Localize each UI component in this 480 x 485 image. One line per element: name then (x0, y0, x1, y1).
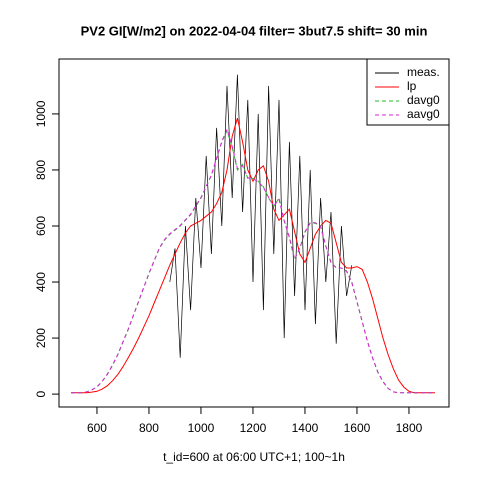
series-line (71, 117, 435, 394)
x-tick-label: 1000 (188, 421, 215, 435)
y-tick-label: 0 (34, 390, 48, 397)
legend-label: aavg0 (407, 107, 440, 121)
y-tick-label: 600 (34, 216, 48, 236)
x-tick-label: 600 (87, 421, 107, 435)
chart-title: PV2 GI[W/m2] on 2022-04-04 filter= 3but7… (81, 23, 428, 38)
legend-label: meas. (407, 65, 440, 79)
legend-label: lp (407, 79, 417, 93)
x-tick-label: 1200 (240, 421, 267, 435)
y-tick-label: 800 (34, 160, 48, 180)
legend-label: davg0 (407, 93, 440, 107)
legend-box (366, 58, 450, 126)
x-tick-label: 1400 (292, 421, 319, 435)
x-tick-label: 800 (139, 421, 159, 435)
x-tick-label: 1600 (344, 421, 371, 435)
y-tick-label: 1000 (34, 100, 48, 127)
x-axis-label: t_id=600 at 06:00 UTC+1; 100~1h (163, 450, 345, 464)
x-tick-label: 1800 (396, 421, 423, 435)
series-line (71, 129, 435, 394)
y-tick-label: 200 (34, 328, 48, 348)
y-tick-label: 400 (34, 272, 48, 292)
plot-frame (58, 58, 450, 408)
series-line (169, 74, 353, 358)
